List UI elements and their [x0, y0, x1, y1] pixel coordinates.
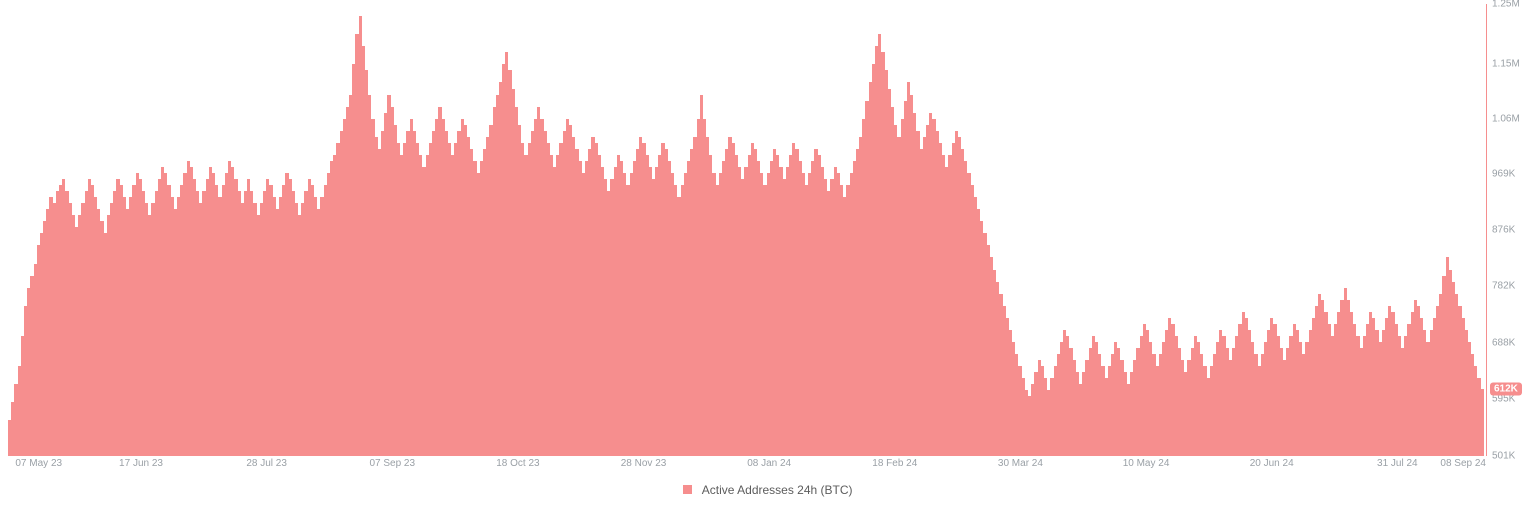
legend-swatch [683, 485, 692, 494]
x-tick-label: 07 Sep 23 [369, 458, 415, 469]
y-tick-label: 782K [1492, 281, 1515, 292]
x-tick-label: 07 May 23 [15, 458, 62, 469]
y-tick-label: 1.25M [1492, 0, 1520, 10]
x-tick-label: 18 Oct 23 [496, 458, 539, 469]
chart-container: santiment 1.25M 1.15M 1.06M 969K 876K 782K 688… [0, 0, 1536, 520]
y-tick-label: 1.15M [1492, 59, 1520, 70]
y-tick-label: 501K [1492, 451, 1515, 462]
y-axis-current-badge: 612K [1490, 383, 1522, 396]
x-tick-label: 28 Jul 23 [246, 458, 287, 469]
x-tick-label: 20 Jun 24 [1250, 458, 1294, 469]
legend: Active Addresses 24h (BTC) [0, 482, 1536, 497]
x-tick-label: 18 Feb 24 [872, 458, 917, 469]
bar-series [8, 4, 1486, 456]
x-tick-label: 17 Jun 23 [119, 458, 163, 469]
x-tick-label: 31 Jul 24 [1377, 458, 1418, 469]
x-axis: 07 May 23 17 Jun 23 28 Jul 23 07 Sep 23 18 O… [8, 456, 1486, 476]
y-tick-label: 688K [1492, 338, 1515, 349]
plot-area: santiment [8, 4, 1486, 456]
y-axis: 1.25M1.15M1.06M969K876K782K688K595K501K … [1486, 4, 1536, 456]
legend-label: Active Addresses 24h (BTC) [702, 483, 853, 497]
y-tick-label: 969K [1492, 168, 1515, 179]
bar [1481, 389, 1484, 456]
x-tick-label: 08 Sep 24 [1440, 458, 1486, 469]
x-tick-label: 28 Nov 23 [621, 458, 667, 469]
x-tick-label: 30 Mar 24 [998, 458, 1043, 469]
x-tick-label: 08 Jan 24 [747, 458, 791, 469]
y-axis-line [1486, 4, 1487, 456]
y-tick-label: 1.06M [1492, 113, 1520, 124]
y-tick-label: 876K [1492, 224, 1515, 235]
x-tick-label: 10 May 24 [1123, 458, 1170, 469]
